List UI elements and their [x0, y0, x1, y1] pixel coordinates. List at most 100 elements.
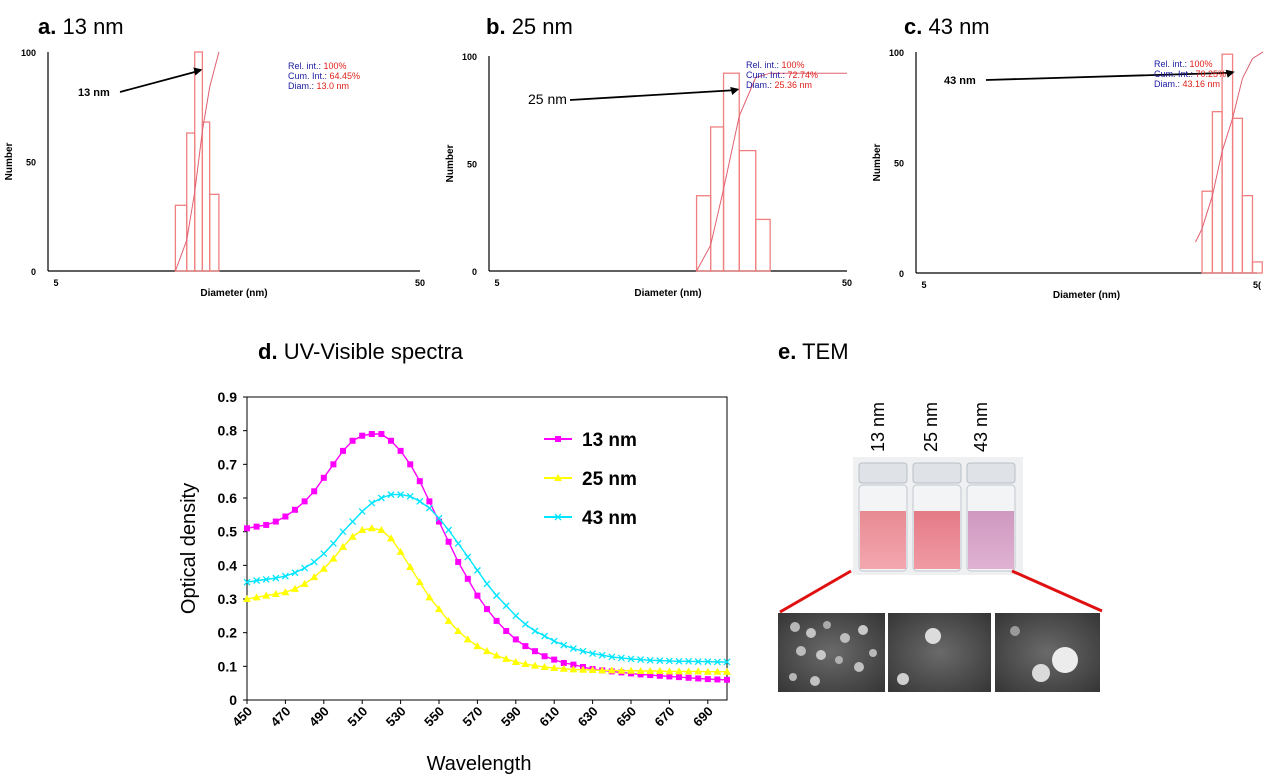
x-tick-label: 610 [536, 704, 562, 730]
series-43-nm [243, 491, 731, 666]
data-point [703, 667, 712, 675]
data-point [416, 478, 423, 485]
data-point [521, 659, 530, 667]
data-point [301, 498, 308, 505]
annotation-arrow [569, 89, 738, 101]
data-point [272, 574, 280, 582]
info-row: Cum. Int.: 70.25% [1154, 69, 1226, 79]
data-point [455, 558, 462, 565]
connector-left [779, 569, 852, 614]
data-point [532, 648, 538, 655]
data-point [579, 647, 587, 655]
data-point [436, 518, 442, 525]
histogram-bar [1251, 261, 1263, 274]
y-tick-label: 0.1 [218, 658, 238, 674]
data-point [723, 667, 731, 675]
tem-figure [778, 457, 1103, 692]
data-point [492, 651, 501, 659]
panel-c-title: c. 43 nm [904, 14, 990, 39]
tem-image-43 [995, 613, 1100, 692]
y-tick-label: 50 [26, 158, 36, 168]
info-row: Cum. Int.: 72.74% [746, 70, 818, 80]
data-point [512, 612, 520, 620]
x-tick-label: 570 [460, 704, 486, 730]
vial-label-43: 43 nm [971, 401, 991, 452]
vial-label-13: 13 nm [868, 401, 888, 452]
histogram-bar [1241, 194, 1254, 274]
histogram-b: 0 50 100 5 50 Diameter (nm) Number 25 nm Rel. in… [445, 52, 852, 299]
data-point [310, 558, 318, 566]
data-point [588, 666, 597, 674]
data-point [387, 491, 395, 499]
data-point [503, 627, 510, 634]
data-point [554, 474, 562, 481]
data-point [656, 657, 664, 665]
histogram-bar [1221, 53, 1234, 274]
annotation-arrow [119, 69, 201, 93]
x-tick-label: 650 [613, 704, 639, 730]
data-point [396, 547, 405, 555]
data-point [425, 593, 434, 601]
data-point [339, 542, 347, 550]
data-point [474, 592, 481, 599]
histogram-bar [201, 121, 211, 272]
data-point [550, 664, 559, 672]
data-point [310, 573, 319, 581]
tem-image-13 [778, 613, 885, 692]
data-point [676, 674, 682, 681]
legend-label: 13 nm [582, 430, 637, 451]
x-tick-label: 5 [53, 278, 58, 288]
data-point [281, 588, 290, 596]
data-point [445, 526, 453, 534]
data-point [244, 525, 250, 532]
data-point [694, 658, 702, 666]
data-point [463, 635, 472, 643]
arrow-head [193, 67, 203, 76]
data-point [713, 667, 722, 675]
data-point [243, 595, 251, 602]
info-row: Rel. int.: 100% [746, 60, 805, 70]
data-point [570, 661, 577, 668]
data-point [665, 657, 673, 665]
data-point [368, 431, 375, 438]
histogram-a: 0 50 100 5 50 Diameter (nm) Number 13 nm Rel. in… [4, 48, 425, 299]
data-point [397, 491, 405, 499]
data-point [483, 580, 491, 588]
info-key: Cum. Int.: [746, 70, 788, 80]
data-point [426, 498, 433, 505]
annotation-arrow [985, 71, 1233, 81]
data-point [598, 651, 606, 659]
y-tick-label: 0.3 [218, 591, 238, 607]
series-25-nm [243, 524, 731, 675]
histogram-bar [695, 195, 712, 272]
data-point [406, 492, 414, 500]
cumulative-curve [696, 72, 847, 272]
data-point [493, 592, 501, 600]
y-axis-label: Number [872, 144, 883, 182]
data-point [300, 579, 309, 587]
x-tick-label: 670 [652, 704, 678, 730]
data-point [704, 676, 711, 683]
info-value: 100% [1190, 59, 1213, 69]
vial-13 [858, 462, 908, 572]
y-tick-label: 100 [462, 52, 477, 62]
y-tick-label: 0 [899, 269, 904, 279]
data-point [301, 564, 309, 572]
data-point [655, 667, 664, 675]
data-point [646, 656, 654, 664]
plot-frame [246, 396, 728, 701]
data-point [473, 566, 481, 574]
x-tick-label: 5 [921, 280, 926, 290]
info-key: Diam.: [288, 81, 317, 91]
data-point [646, 667, 655, 675]
data-point [406, 563, 415, 571]
x-tick-label: 5 [494, 278, 499, 288]
y-tick-label: 0.5 [218, 524, 238, 540]
y-tick-label: 100 [889, 48, 904, 58]
info-key: Diam.: [1154, 79, 1183, 89]
data-point [666, 673, 673, 680]
data-point [272, 518, 279, 525]
data-point [541, 653, 548, 660]
data-point [694, 667, 703, 675]
data-point [723, 658, 731, 666]
